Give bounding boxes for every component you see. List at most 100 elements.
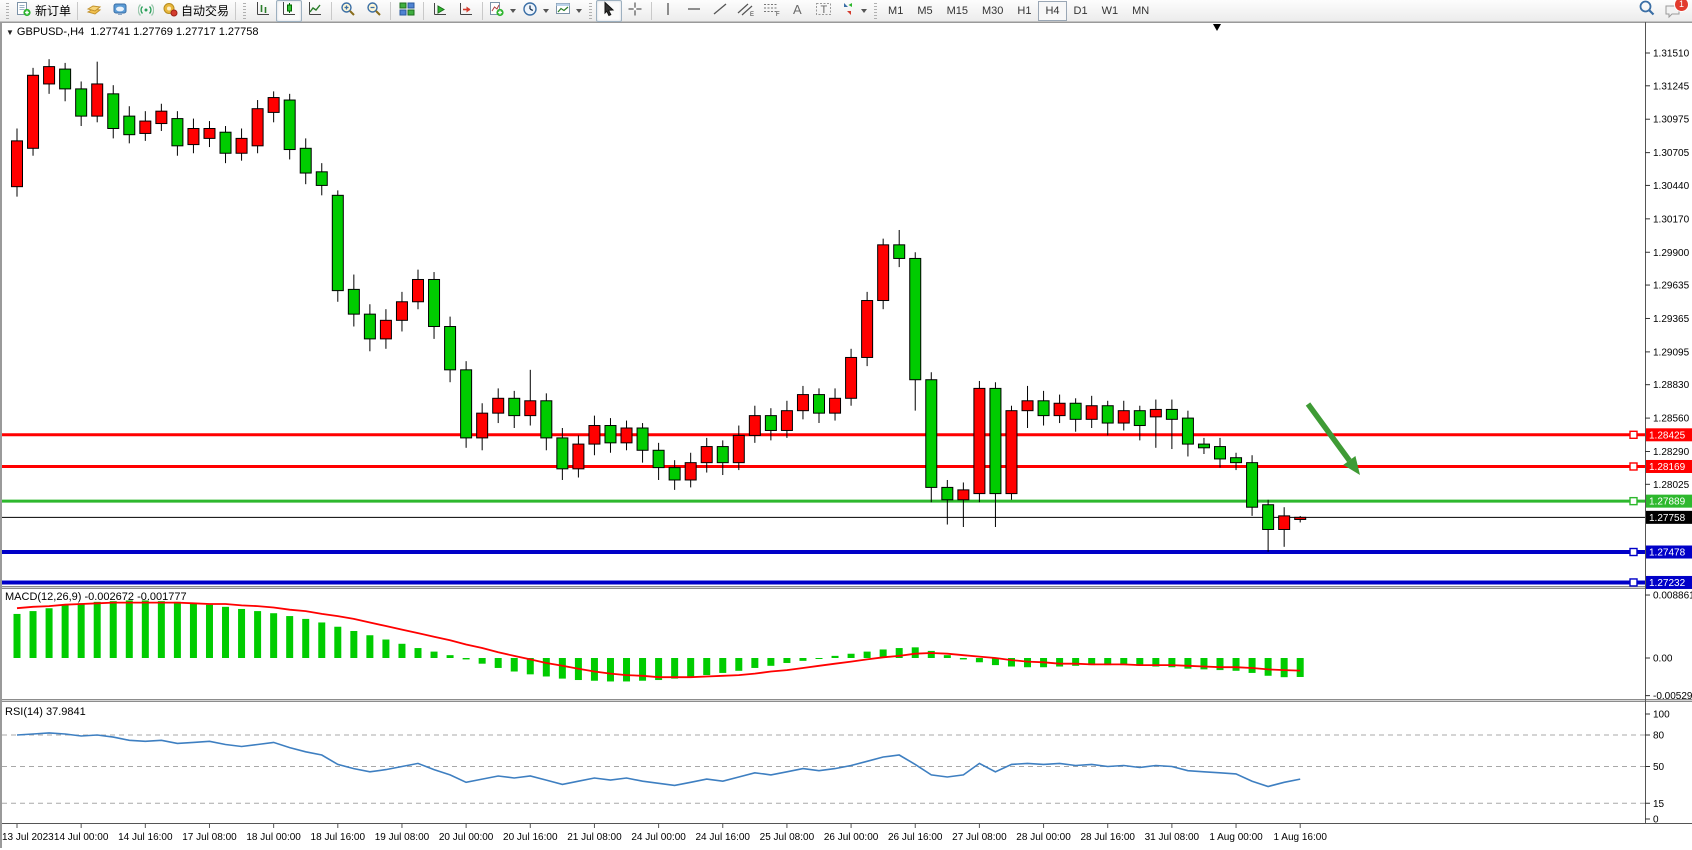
trendline-button[interactable] — [707, 0, 733, 22]
indicators-button[interactable] — [486, 0, 519, 22]
bar-chart-button[interactable] — [250, 0, 276, 22]
svg-text:1 Aug 00:00: 1 Aug 00:00 — [1209, 832, 1263, 843]
candle-body — [315, 171, 328, 186]
timeframe-m30[interactable]: M30 — [982, 4, 1004, 17]
templates-button[interactable] — [552, 0, 585, 22]
macd-bar — [847, 653, 855, 658]
candle-body — [652, 449, 665, 469]
toolbar-separator — [235, 1, 237, 20]
macd-bar — [462, 658, 470, 660]
candle-body — [267, 97, 280, 113]
toolbar-grip — [589, 2, 593, 19]
line-chart-button[interactable] — [302, 0, 328, 22]
timeframe-m15[interactable]: M15 — [946, 4, 968, 17]
candle-body — [1246, 462, 1259, 508]
horizontal-line[interactable] — [2, 547, 1645, 557]
timeframe-m1[interactable]: M1 — [888, 4, 904, 17]
candle-body — [1053, 402, 1066, 417]
timeframe-mn[interactable]: MN — [1132, 4, 1150, 17]
horizontal-line[interactable] — [2, 462, 1645, 471]
candle-body — [75, 88, 88, 117]
macd-bar — [1296, 658, 1304, 677]
zoom-in-button[interactable] — [335, 0, 361, 22]
arrows-tool-button[interactable] — [837, 0, 870, 22]
candle-body — [235, 137, 248, 154]
vertical-line-button[interactable] — [655, 0, 681, 22]
svg-text:1.27889: 1.27889 — [1649, 497, 1686, 508]
candle-body — [155, 110, 168, 125]
signals-button[interactable] — [133, 0, 159, 22]
toolbar-grip — [6, 2, 9, 19]
macd-bar — [767, 658, 775, 666]
macd-bar — [526, 658, 534, 675]
timeframe-h1[interactable]: H1 — [1017, 4, 1032, 17]
new-order-label: 新订单 — [35, 4, 72, 18]
macd-bar — [687, 658, 695, 678]
text-button[interactable]: A — [785, 0, 811, 22]
timeframe-h4[interactable]: H4 — [1038, 0, 1067, 21]
equidistant-channel-button[interactable]: E — [733, 0, 759, 22]
horizontal-line-button[interactable] — [681, 0, 707, 22]
text-label-button[interactable]: T — [811, 0, 837, 22]
timeframe-w1[interactable]: W1 — [1101, 4, 1119, 17]
cursor-button[interactable] — [596, 0, 623, 22]
candle-body — [428, 278, 441, 328]
horizontal-line[interactable] — [2, 430, 1645, 440]
macd-bar — [542, 658, 550, 677]
timeframe-m5[interactable]: M5 — [917, 4, 933, 17]
horizontal-line[interactable] — [2, 578, 1645, 587]
new-order-button[interactable]: 新订单 — [13, 0, 74, 22]
text-label-icon: T — [815, 1, 833, 20]
tile-windows-button[interactable] — [394, 0, 420, 22]
candle-body — [1133, 410, 1146, 427]
autotrading-button[interactable]: 自动交易 — [159, 0, 232, 22]
crosshair-button[interactable] — [622, 0, 648, 22]
macd-bar — [270, 613, 278, 658]
chart-title: ▼ GBPUSD-,H4 1.27741 1.27769 1.27717 1.27… — [6, 26, 259, 39]
collapse-arrow-icon[interactable]: ▼ — [6, 28, 14, 37]
trend-arrow[interactable] — [1305, 402, 1360, 475]
horizontal-line[interactable] — [2, 496, 1645, 506]
candle-body — [668, 467, 681, 481]
svg-text:1.28425: 1.28425 — [1649, 430, 1686, 441]
svg-text:13 Jul 2023: 13 Jul 2023 — [2, 832, 54, 843]
mql5-cloud-icon — [112, 1, 128, 20]
zoom-out-button[interactable] — [361, 0, 387, 22]
macd-bar — [606, 658, 614, 682]
candle-body — [925, 379, 938, 488]
macd-bar — [45, 608, 53, 658]
mql5-community-button[interactable] — [107, 0, 133, 22]
candle-body — [732, 434, 745, 464]
auto-scroll-button[interactable] — [427, 0, 453, 22]
macd-bar — [719, 658, 727, 673]
periods-button[interactable] — [519, 0, 552, 22]
candlestick-chart-button[interactable] — [276, 0, 303, 22]
candle-body — [1149, 408, 1162, 418]
macd-bar — [1152, 658, 1160, 667]
chat-button[interactable]: 1 — [1664, 0, 1689, 20]
svg-text:1.29635: 1.29635 — [1653, 281, 1690, 292]
zoom-in-icon — [340, 1, 356, 20]
candle-body — [1214, 446, 1226, 460]
svg-text:1.29900: 1.29900 — [1653, 248, 1690, 259]
autotrading-icon — [162, 1, 178, 20]
favorites-button[interactable] — [81, 0, 107, 22]
candle-body — [1294, 516, 1307, 520]
svg-text:1.27758: 1.27758 — [1649, 513, 1686, 524]
search-icon[interactable] — [1638, 0, 1656, 22]
svg-text:19 Jul 08:00: 19 Jul 08:00 — [375, 832, 430, 843]
candle-body — [700, 446, 713, 464]
svg-text:15: 15 — [1653, 799, 1665, 810]
candle-body — [1037, 400, 1050, 417]
macd-bar — [863, 651, 871, 658]
candle-body — [957, 489, 970, 501]
signals-icon — [137, 1, 155, 20]
fibonacci-button[interactable]: F — [759, 0, 785, 22]
clock-icon — [522, 1, 538, 20]
macd-bar — [783, 658, 791, 663]
shift-chart-button[interactable] — [453, 0, 479, 22]
candle-body — [540, 400, 553, 439]
timeframe-d1[interactable]: D1 — [1073, 4, 1088, 17]
price-tag — [1646, 510, 1692, 524]
